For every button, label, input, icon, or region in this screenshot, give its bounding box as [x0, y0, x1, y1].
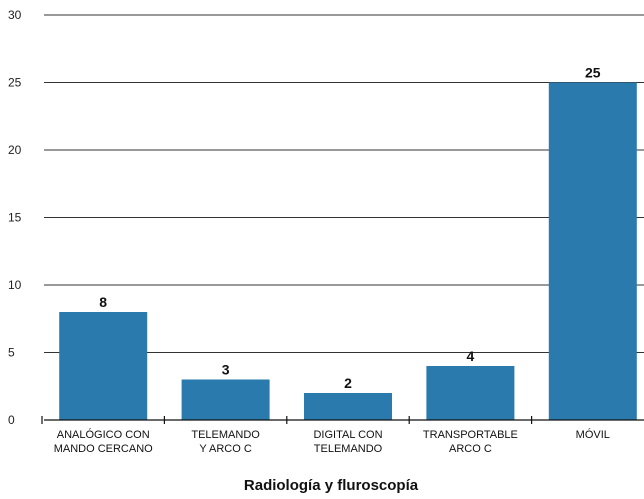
data-label-3: 4 [467, 348, 475, 364]
data-label-1: 3 [222, 362, 230, 378]
x-axis-title: Radiología y fluroscopía [244, 477, 419, 494]
category-label-4: MÓVIL [576, 428, 610, 441]
category-label-3: TRANSPORTABLE ARCO C [423, 429, 518, 455]
y-axis-tick-labels: 0 5 10 15 20 25 30 [8, 8, 22, 427]
data-labels: 8 3 2 4 25 [99, 65, 600, 392]
category-label-2: DIGITAL CON TELEMANDO [313, 429, 382, 455]
data-label-2: 2 [344, 375, 352, 391]
x-axis-category-labels: ANALÓGICO CON MANDO CERCANO TELEMANDO Y ARC… [54, 428, 610, 455]
category-label-1: TELEMANDO Y ARCO C [191, 429, 260, 455]
y-tick-label-30: 30 [8, 8, 22, 22]
x-axis [41, 416, 644, 424]
category-label-0: ANALÓGICO CON MANDO CERCANO [54, 428, 153, 455]
gridlines [44, 14, 644, 353]
bars [59, 82, 637, 420]
bar-1 [181, 379, 270, 420]
data-label-4: 25 [585, 65, 601, 81]
y-tick-label-20: 20 [8, 143, 22, 157]
bar-3 [426, 366, 515, 420]
y-tick-label-0: 0 [8, 413, 15, 427]
bar-4 [548, 82, 637, 420]
y-tick-label-15: 15 [8, 211, 22, 225]
bar-2 [304, 393, 392, 420]
y-tick-label-5: 5 [8, 346, 15, 360]
y-tick-label-25: 25 [8, 76, 22, 90]
data-label-0: 8 [99, 294, 107, 310]
y-tick-label-10: 10 [8, 278, 22, 292]
bar-0 [59, 312, 148, 420]
